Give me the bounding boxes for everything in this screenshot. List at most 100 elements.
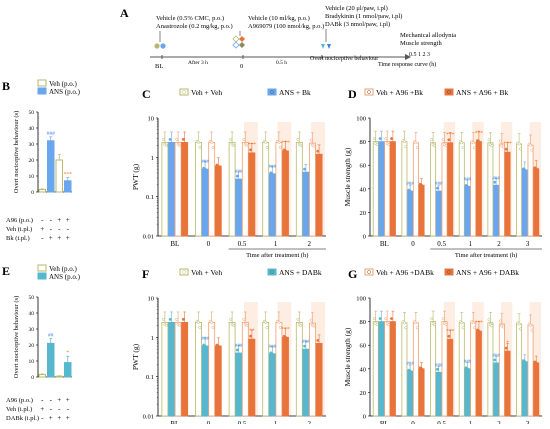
- data-point: [430, 138, 434, 142]
- bar: [441, 142, 448, 237]
- data-point: [316, 338, 320, 342]
- data-point: [299, 323, 303, 327]
- bar: [435, 190, 442, 237]
- x-tick-label: 0.5: [238, 420, 247, 424]
- data-point: [420, 183, 424, 187]
- data-point: [184, 143, 188, 147]
- data-point: [264, 140, 268, 144]
- y-tick-label: 10: [29, 359, 35, 365]
- x-tick-label: 3: [526, 240, 530, 248]
- bar: [275, 141, 283, 237]
- data-point: [210, 140, 214, 144]
- data-point: [450, 340, 454, 344]
- data-point: [162, 317, 165, 321]
- data-point: [278, 145, 282, 149]
- panel-letter: D: [348, 87, 357, 101]
- data-point: [296, 137, 300, 141]
- vehicle-cmc-label: Vehicle (0.5% CMC, p.o.): [156, 15, 224, 22]
- data-point: [270, 172, 274, 176]
- data-point: [264, 320, 268, 324]
- treatment-sign: +: [66, 216, 70, 224]
- bar: [470, 142, 477, 237]
- data-point: [285, 340, 289, 344]
- data-point: [205, 349, 208, 353]
- bar: [498, 143, 505, 237]
- y-tick-label: 10: [148, 296, 155, 303]
- bar: [181, 321, 189, 417]
- bar: [384, 321, 391, 417]
- legend-marker-icon: [367, 90, 371, 94]
- data-point: [284, 335, 287, 339]
- bar: [55, 375, 63, 378]
- significance-mark: **: [249, 328, 255, 334]
- bar: [447, 338, 454, 417]
- data-point: [499, 319, 502, 323]
- bar: [533, 168, 540, 237]
- data-point: [175, 317, 179, 321]
- x-tick-label: 0: [207, 420, 211, 424]
- treatment-row-label: A96 (p.o.): [6, 217, 33, 224]
- data-point: [203, 167, 207, 171]
- data-point: [529, 323, 532, 327]
- legend-veh: Veh (p.o.): [49, 265, 77, 273]
- legend-veh-swatch: [37, 79, 47, 87]
- data-point: [284, 149, 287, 153]
- significance-mark: ***: [475, 320, 484, 326]
- y-tick-label: 50: [29, 110, 35, 116]
- legend-ans: ANS (p.o.): [49, 88, 81, 96]
- y-tick-label: 40: [29, 126, 35, 132]
- bar: [201, 345, 209, 417]
- data-point: [461, 326, 465, 330]
- bar: [295, 141, 303, 237]
- panel-d: D 0 20 40 60 80 100 Muscle strength (g) BL 0 0.5 1 2…: [343, 87, 542, 259]
- significance-mark: ###: [406, 182, 414, 187]
- bar: [372, 141, 379, 237]
- bar: [268, 353, 276, 417]
- bar: [208, 141, 216, 237]
- timeline-half-h: 0.5 h: [276, 60, 287, 66]
- x-tick-label: BL: [170, 240, 179, 248]
- data-point: [309, 318, 313, 322]
- y-tick-label: 20: [29, 158, 35, 164]
- y-tick-label: 80: [360, 319, 367, 326]
- data-point: [534, 361, 538, 365]
- panel-e: E Veh (p.o.)ANS (p.o.) 0 10 20 30 40 50 Overt no…: [2, 264, 81, 422]
- data-point: [408, 369, 412, 373]
- bar: [401, 141, 408, 237]
- timeline-overt-label: Overt nociceptive behaviour: [310, 56, 378, 62]
- panel-g: G 0 20 40 60 80 100 Muscle strength (g) BL 0 0.5 1 2…: [343, 267, 542, 429]
- significance-mark: ***: [503, 141, 512, 147]
- data-point: [305, 173, 309, 177]
- y-tick-label: 10: [29, 174, 35, 180]
- vehicle-a96-label: Vehicle (10 ml/kg, p.o.): [248, 15, 310, 22]
- x-tick-label: 0.5: [437, 420, 446, 424]
- treatment-row-label: Veh (i.pl.): [6, 406, 32, 413]
- data-point: [524, 365, 528, 369]
- data-point: [414, 321, 418, 325]
- y-tick-label: 10: [148, 116, 155, 123]
- data-point: [477, 329, 481, 333]
- bar: [435, 371, 442, 417]
- legend-marker-icon: [270, 90, 274, 94]
- treatment-sign: -: [50, 396, 53, 404]
- treatment-sign: -: [41, 234, 44, 242]
- significance-mark: ###: [464, 177, 472, 182]
- data-point: [198, 325, 202, 329]
- bar: [533, 362, 540, 417]
- panel-letter: E: [2, 264, 10, 278]
- significance-mark: ###: [269, 165, 277, 170]
- timeline-mechanical: Mechanical allodynia: [400, 32, 456, 39]
- legend-swatch: [364, 268, 374, 276]
- data-point: [390, 317, 393, 321]
- data-point: [392, 143, 396, 147]
- significance-mark: ***: [64, 172, 73, 178]
- bar: [401, 322, 408, 417]
- panel-letter: G: [348, 267, 357, 281]
- y-axis-label: Overt nociceptive behaviour (s): [13, 296, 20, 378]
- treatment-sign: -: [41, 216, 44, 224]
- y-tick-label: 0.01: [143, 414, 154, 421]
- y-tick-label: 1: [151, 335, 154, 342]
- legend-marker-icon: [270, 270, 274, 274]
- data-point: [178, 143, 181, 147]
- bar: [389, 321, 396, 417]
